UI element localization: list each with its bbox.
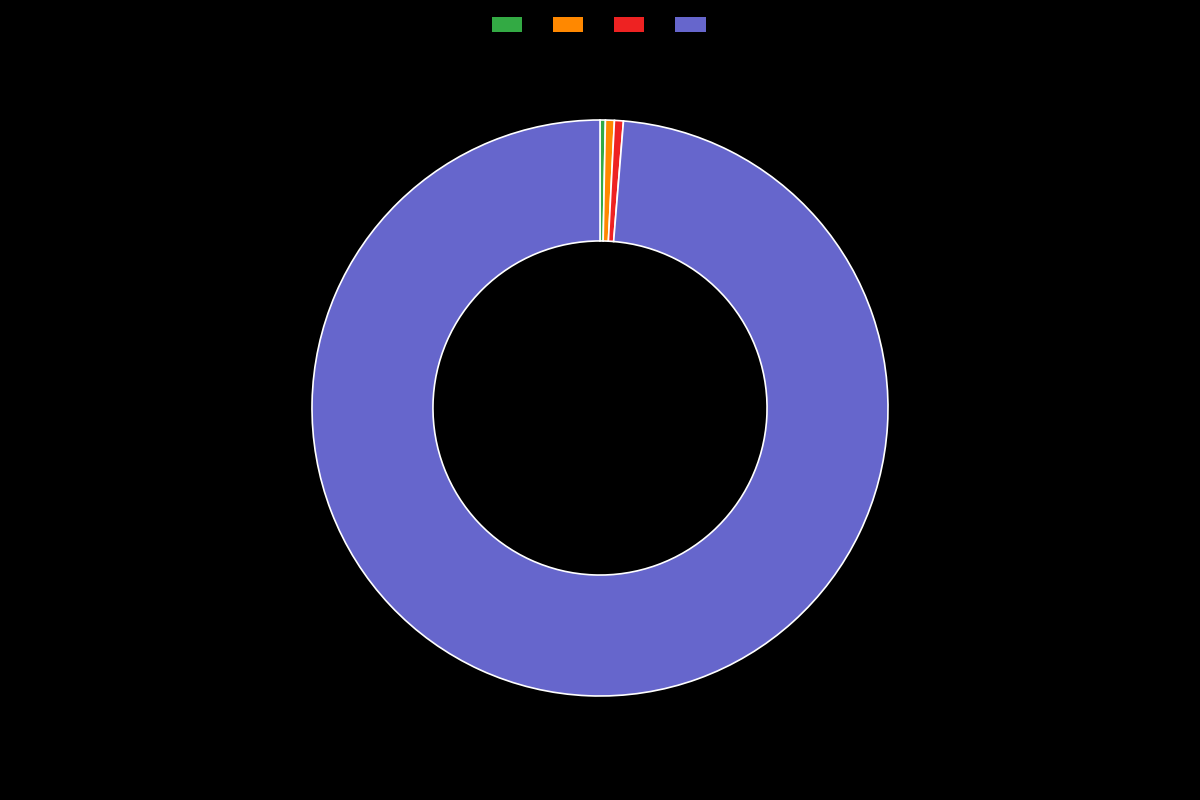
Wedge shape [604,120,614,241]
Legend: , , , : , , , [486,12,714,38]
Wedge shape [312,120,888,696]
Wedge shape [600,120,606,241]
Wedge shape [608,120,624,242]
